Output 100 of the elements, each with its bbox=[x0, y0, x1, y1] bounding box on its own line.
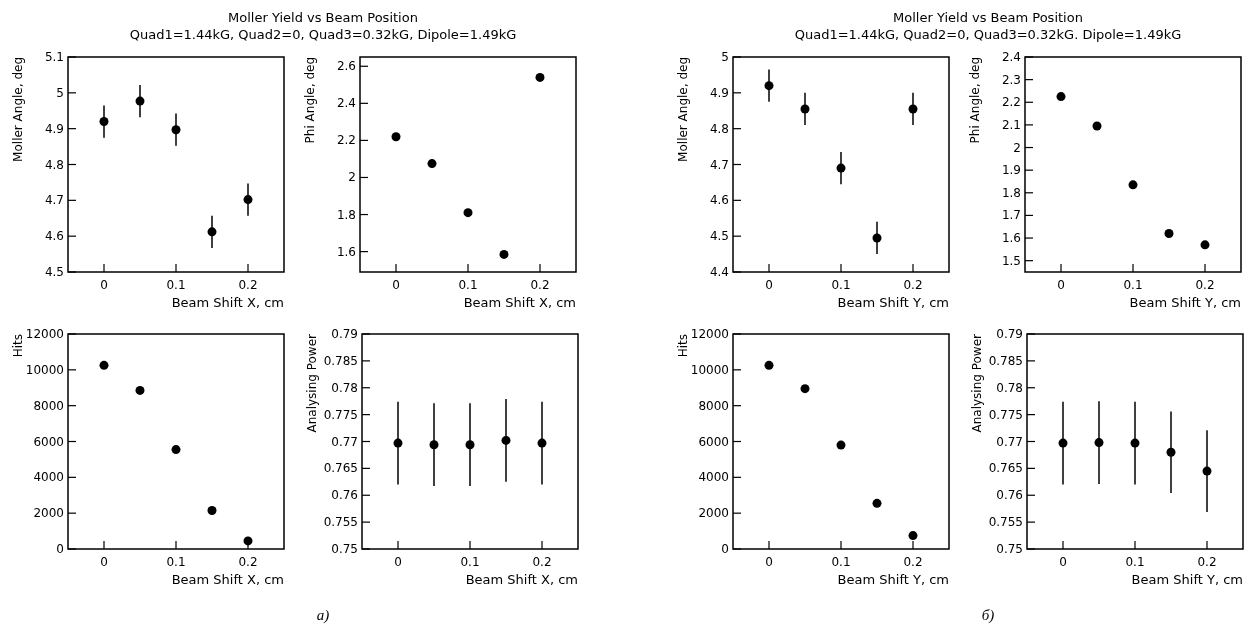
y-tick-label: 0.785 bbox=[988, 353, 1023, 368]
text: б) bbox=[981, 607, 995, 624]
point bbox=[836, 163, 846, 173]
x-tick-label: 0.1 bbox=[831, 278, 851, 292]
y-tick-label: 2.1 bbox=[1001, 117, 1021, 132]
y-tick-label: 0.765 bbox=[988, 461, 1023, 476]
point bbox=[99, 117, 109, 126]
y-axis-title: Analysing Power bbox=[305, 333, 319, 433]
y-tick-label: 12000 bbox=[690, 327, 729, 341]
x-tick-label: 0 bbox=[1059, 555, 1067, 569]
point bbox=[836, 440, 846, 450]
y-tick-label: 1.8 bbox=[336, 207, 356, 222]
y-tick-label: 0.775 bbox=[988, 407, 1023, 422]
x-tick-label: 0.2 bbox=[238, 278, 258, 292]
y-tick-label: 5 bbox=[721, 50, 729, 64]
text: Moller Yield vs Beam Position bbox=[893, 10, 1083, 25]
point bbox=[764, 360, 774, 370]
y-tick-label: 4.8 bbox=[709, 121, 729, 136]
point bbox=[1058, 438, 1068, 448]
y-tick-label: 2.2 bbox=[1001, 95, 1021, 110]
y-axis-title: Hits bbox=[676, 334, 690, 358]
text: Moller Yield vs Beam Position bbox=[228, 10, 418, 25]
y-tick-label: 0.76 bbox=[331, 488, 358, 503]
x-tick-label: 0.2 bbox=[1195, 278, 1215, 292]
point bbox=[535, 72, 545, 82]
y-tick-label: 4.6 bbox=[709, 193, 729, 208]
x-tick-label: 0 bbox=[1057, 278, 1065, 292]
x-tick-label: 0 bbox=[765, 555, 773, 569]
point bbox=[764, 81, 774, 91]
x-tick-label: 0 bbox=[100, 278, 108, 292]
y-tick-label: 0 bbox=[721, 542, 729, 556]
y-tick-label: 4000 bbox=[698, 470, 729, 485]
y-tick-label: 2.4 bbox=[1001, 50, 1021, 64]
x-tick-label: 0 bbox=[765, 278, 773, 292]
x-tick-label: 0.1 bbox=[1125, 555, 1145, 569]
point bbox=[391, 132, 401, 142]
y-tick-label: 4.6 bbox=[44, 229, 64, 244]
x-tick-label: 0.2 bbox=[238, 555, 258, 569]
x-tick-label: 0 bbox=[392, 278, 400, 292]
point bbox=[207, 505, 217, 515]
x-tick-label: 0 bbox=[100, 555, 108, 569]
point bbox=[1092, 121, 1102, 131]
point bbox=[1094, 438, 1104, 448]
x-axis-title: Beam Shift Y, cm bbox=[837, 295, 949, 310]
point bbox=[463, 208, 473, 218]
y-tick-label: 10000 bbox=[25, 362, 64, 377]
y-tick-label: 0.77 bbox=[331, 434, 358, 449]
y-tick-label: 4.4 bbox=[709, 265, 729, 279]
y-tick-label: 0 bbox=[56, 542, 64, 556]
y-tick-label: 4.8 bbox=[44, 157, 64, 172]
y-tick-label: 12000 bbox=[25, 327, 64, 341]
y-tick-label: 4.9 bbox=[709, 85, 729, 100]
y-tick-label: 2000 bbox=[698, 506, 729, 521]
y-tick-label: 4000 bbox=[33, 470, 64, 485]
point bbox=[171, 445, 181, 455]
y-tick-label: 1.7 bbox=[1001, 208, 1021, 223]
y-axis-title: Hits bbox=[11, 334, 25, 358]
x-axis-title: Beam Shift X, cm bbox=[463, 295, 576, 310]
point bbox=[499, 249, 509, 259]
x-tick-label: 0.1 bbox=[458, 278, 478, 292]
x-tick-label: 0.2 bbox=[903, 278, 923, 292]
y-tick-label: 0.79 bbox=[996, 327, 1023, 341]
x-axis-title: Beam Shift X, cm bbox=[171, 295, 284, 310]
y-tick-label: 0.78 bbox=[996, 380, 1023, 395]
point bbox=[872, 233, 882, 243]
point bbox=[1202, 466, 1212, 476]
y-tick-label: 0.755 bbox=[988, 515, 1023, 530]
y-tick-label: 0.785 bbox=[323, 353, 358, 368]
x-axis-title: Beam Shift Y, cm bbox=[1131, 572, 1243, 587]
y-tick-label: 2000 bbox=[33, 506, 64, 521]
y-axis-title: Moller Angle, deg bbox=[676, 57, 690, 162]
y-tick-label: 0.75 bbox=[331, 542, 358, 556]
point bbox=[800, 104, 810, 114]
point bbox=[243, 536, 253, 546]
y-tick-label: 4.5 bbox=[709, 229, 729, 244]
y-tick-label: 0.755 bbox=[323, 515, 358, 530]
point bbox=[1128, 180, 1138, 190]
y-tick-label: 6000 bbox=[698, 434, 729, 449]
point bbox=[135, 96, 145, 106]
x-tick-label: 0.1 bbox=[831, 555, 851, 569]
y-tick-label: 2.4 bbox=[336, 96, 356, 111]
y-axis-title: Moller Angle, deg bbox=[11, 57, 25, 162]
x-tick-label: 0.2 bbox=[530, 278, 550, 292]
point bbox=[427, 159, 437, 169]
y-tick-label: 2 bbox=[1013, 140, 1021, 155]
y-tick-label: 0.765 bbox=[323, 461, 358, 476]
x-tick-label: 0.1 bbox=[166, 278, 186, 292]
x-tick-label: 0 bbox=[394, 555, 402, 569]
text: a) bbox=[316, 607, 330, 624]
y-tick-label: 4.5 bbox=[44, 265, 64, 279]
y-tick-label: 4.9 bbox=[44, 121, 64, 136]
text: Quad1=1.44kG, Quad2=0, Quad3=0.32kG, Dipole=1.49kG bbox=[129, 27, 517, 42]
point bbox=[1200, 240, 1210, 250]
x-tick-label: 0.1 bbox=[1123, 278, 1143, 292]
x-axis-title: Beam Shift X, cm bbox=[465, 572, 578, 587]
y-tick-label: 10000 bbox=[690, 362, 729, 377]
text: Quad1=1.44kG, Quad2=0, Quad3=0.32kG. Dipole=1.49kG bbox=[794, 27, 1182, 42]
y-tick-label: 5.1 bbox=[44, 50, 64, 64]
y-tick-label: 0.77 bbox=[996, 434, 1023, 449]
y-tick-label: 4.7 bbox=[709, 157, 729, 172]
